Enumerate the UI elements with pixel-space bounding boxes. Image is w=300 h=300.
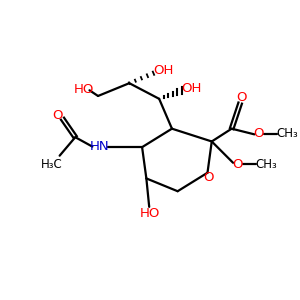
Text: OH: OH (182, 82, 202, 95)
Text: HN: HN (90, 140, 110, 153)
Text: OH: OH (153, 64, 174, 77)
Text: O: O (236, 92, 247, 104)
Text: H₃C: H₃C (41, 158, 63, 171)
Text: CH₃: CH₃ (276, 127, 298, 140)
Text: CH₃: CH₃ (255, 158, 277, 171)
Text: O: O (232, 158, 243, 171)
Text: HO: HO (74, 83, 94, 96)
Text: O: O (203, 171, 213, 184)
Text: O: O (254, 127, 264, 140)
Text: HO: HO (140, 207, 160, 220)
Text: O: O (52, 109, 63, 122)
